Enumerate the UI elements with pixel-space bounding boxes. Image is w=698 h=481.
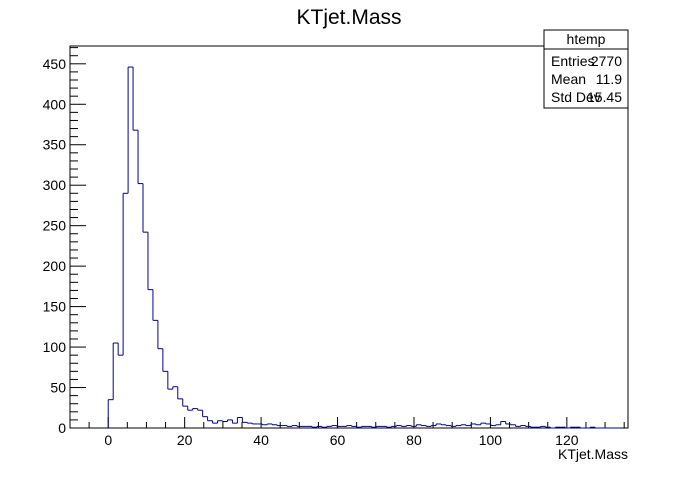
plot-frame	[69, 45, 629, 429]
stats-value-std-dev: 15.45	[587, 89, 622, 105]
y-tick-label: 450	[43, 56, 67, 72]
stats-label-entries: Entries	[551, 53, 595, 69]
stats-value-entries: 2770	[591, 53, 622, 69]
y-tick-label: 350	[43, 137, 67, 153]
y-tick-label: 0	[58, 420, 66, 436]
chart-title: KTjet.Mass	[296, 6, 401, 29]
stats-label-mean: Mean	[551, 71, 586, 87]
y-tick-label: 200	[43, 258, 67, 274]
x-axis: 0 20 40 60 80 100 120	[69, 417, 625, 448]
y-axis: 0 50 100 150 200 250 300 350 400 450	[43, 47, 86, 436]
x-tick-label: 60	[330, 432, 346, 448]
histogram-series	[107, 66, 620, 429]
x-axis-label: KTjet.Mass	[558, 446, 628, 462]
x-tick-label: 100	[479, 432, 503, 448]
stats-box-frame	[543, 29, 629, 109]
y-tick-label: 250	[43, 218, 67, 234]
x-tick-label: 120	[555, 432, 579, 448]
x-tick-label: 0	[104, 432, 112, 448]
y-tick-label: 300	[43, 177, 67, 193]
stats-box: htemp Entries 2770 Mean 11.9 Std Dev 15.…	[543, 29, 629, 109]
y-tick-label: 400	[43, 96, 67, 112]
x-tick-label: 40	[253, 432, 269, 448]
stats-value-mean: 11.9	[596, 71, 622, 87]
x-tick-label: 20	[177, 432, 193, 448]
y-tick-label: 150	[43, 299, 67, 315]
stats-box-title: htemp	[567, 31, 606, 47]
stats-label-std-dev: Std Dev	[551, 89, 601, 105]
y-tick-label: 100	[43, 339, 67, 355]
x-tick-label: 80	[406, 432, 422, 448]
y-tick-label: 50	[50, 380, 66, 396]
